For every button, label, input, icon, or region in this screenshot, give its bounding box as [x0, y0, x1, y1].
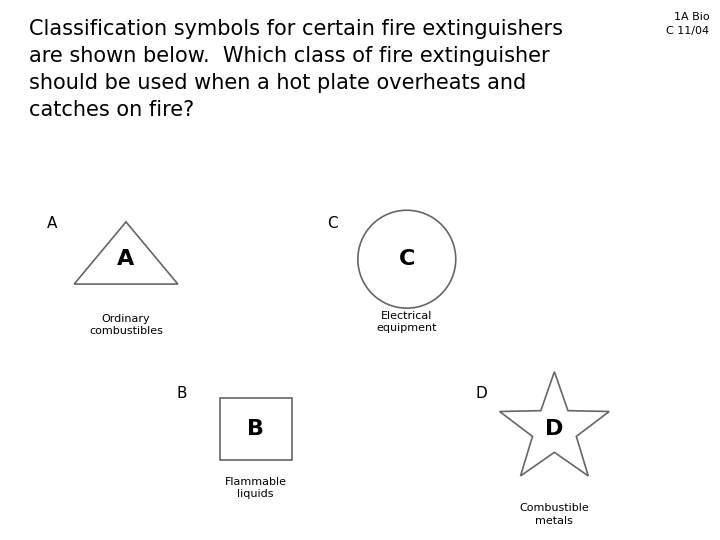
Text: D: D — [475, 386, 487, 401]
Text: B: B — [176, 386, 187, 401]
Text: Classification symbols for certain fire extinguishers
are shown below.  Which cl: Classification symbols for certain fire … — [29, 19, 563, 120]
Text: Electrical
equipment: Electrical equipment — [377, 310, 437, 333]
Text: C 11/04: C 11/04 — [666, 26, 709, 36]
Text: C: C — [399, 249, 415, 269]
Text: Ordinary
combustibles: Ordinary combustibles — [89, 314, 163, 336]
Text: C: C — [328, 216, 338, 231]
Bar — [220, 399, 292, 460]
Text: Combustible
metals: Combustible metals — [520, 503, 589, 525]
Text: A: A — [47, 216, 57, 231]
Text: 1A Bio: 1A Bio — [674, 12, 709, 22]
Text: A: A — [117, 249, 135, 269]
Text: D: D — [545, 419, 564, 440]
Text: Flammable
liquids: Flammable liquids — [225, 477, 287, 499]
Text: B: B — [247, 419, 264, 440]
